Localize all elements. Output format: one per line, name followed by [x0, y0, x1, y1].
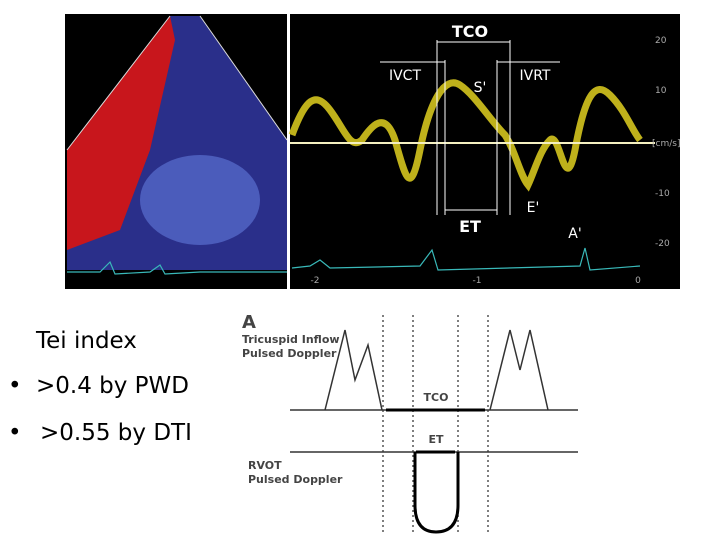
axis-label: [cm/s]	[652, 139, 680, 149]
doppler-image	[290, 14, 680, 289]
axis-label: -10	[655, 189, 670, 199]
diagram-label: TCO	[424, 391, 449, 404]
label-et: ET	[459, 217, 481, 236]
echo-red	[67, 16, 175, 250]
rvot-wave	[413, 452, 460, 534]
label-ivct: IVCT	[389, 68, 421, 84]
bullet-mark: •	[8, 420, 22, 446]
bullet: >0.4 by PWD	[36, 373, 189, 399]
label-s: S'	[474, 80, 487, 96]
bullet-mark: •	[8, 373, 22, 399]
inflow-wave	[489, 329, 549, 411]
axis-label: -1	[473, 276, 482, 286]
ecg-trace	[67, 260, 287, 275]
label-e: E'	[527, 200, 540, 216]
sector-edge	[199, 15, 288, 141]
diagram-label: Pulsed Doppler	[242, 347, 337, 360]
axis-label: 10	[655, 86, 667, 96]
diagram-label: ET	[428, 433, 444, 446]
axis-label: -2	[311, 276, 320, 286]
axis-label: 20	[655, 36, 667, 46]
label-a: A'	[568, 226, 581, 242]
echo-blue	[140, 155, 260, 245]
diagram-label: RVOT	[248, 459, 282, 472]
ecg-trace	[291, 247, 641, 271]
dotted-lines	[382, 315, 489, 535]
diagram-label: Tricuspid Inflow	[242, 333, 340, 346]
axis-label: 0	[635, 276, 641, 286]
sector-edge	[66, 15, 171, 151]
label-ivrt: IVRT	[520, 68, 551, 84]
bullet: >0.55 by DTI	[40, 420, 192, 446]
diagram-label: Pulsed Doppler	[248, 473, 343, 486]
label-tco: TCO	[452, 22, 488, 41]
axis-label: -20	[655, 239, 670, 249]
inflow-wave	[324, 329, 383, 411]
doppler-waveform	[288, 79, 643, 192]
heading: Tei index	[35, 328, 137, 354]
panel-letter: A	[242, 312, 256, 333]
